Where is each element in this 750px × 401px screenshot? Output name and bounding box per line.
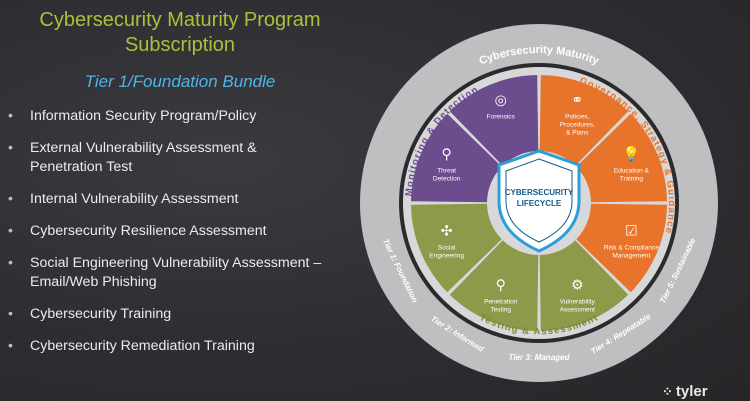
segment-label: Detection: [433, 176, 461, 183]
segment-wedge: [449, 75, 539, 166]
maturity-wheel: ⚭ Policies,Procedures,& Plans 💡 Education &…: [360, 24, 718, 382]
tyler-logo: ⁘ tyler: [662, 383, 708, 400]
bullet-icon: •: [8, 140, 13, 156]
social-network-icon: ✣: [441, 223, 453, 239]
segment-label: Risk & Compliance: [604, 244, 659, 251]
gears-icon: ⚙: [571, 277, 584, 293]
segment-label: Training: [620, 176, 644, 183]
bullet-icon: •: [8, 306, 13, 322]
bullet-icon: •: [8, 108, 13, 124]
list-item: • Cybersecurity Remediation Training: [8, 338, 255, 354]
list-item: • Internal Vulnerability Assessment: [8, 191, 239, 207]
segment-label: & Plans: [566, 130, 589, 137]
wheel-segments: ⚭ Policies,Procedures,& Plans 💡 Education &…: [411, 75, 667, 331]
tyler-mark-icon: ⁘: [662, 384, 673, 399]
magnifier-icon: ⚲: [441, 147, 451, 163]
segment-label: Assessment: [560, 306, 596, 313]
segment-label: Procedures,: [560, 122, 595, 129]
segment-wedge: [539, 75, 629, 166]
bullet-icon: •: [8, 255, 13, 271]
segment-label: Threat: [437, 168, 456, 175]
list-item: • Cybersecurity Resilience Assessment: [8, 223, 267, 239]
segment-label: Testing: [490, 306, 511, 313]
segment-wedge: [411, 113, 502, 203]
list-item: • Information Security Program/Policy: [8, 108, 257, 124]
center-label-2: LIFECYCLE: [517, 199, 562, 208]
segment-wedge: [576, 203, 667, 293]
segment-label: Education &: [614, 168, 650, 175]
segment-wedge: [539, 240, 629, 331]
segment-label: Forensics: [487, 114, 516, 121]
segment-label: Engineering: [429, 252, 464, 259]
bullet-icon: •: [8, 191, 13, 207]
title-line-2: Subscription: [124, 34, 236, 56]
bundle-items-list: • Information Security Program/Policy • Ex…: [8, 107, 358, 356]
list-item: • Social Engineering Vulnerability Assess…: [8, 255, 322, 290]
bullet-icon: •: [8, 338, 13, 354]
lightbulb-icon: 💡: [623, 146, 640, 163]
page-title: Cybersecurity Maturity Program Subscript…: [0, 8, 360, 58]
center-shield: CYBERSECURITY LIFECYCLE: [497, 149, 581, 253]
tier-label: Tier 3: Managed: [509, 353, 571, 362]
usb-icon: ⚲: [496, 277, 506, 293]
list-item: • Cybersecurity Training: [8, 306, 172, 322]
center-label-1: CYBERSECURITY: [505, 188, 574, 197]
fingerprint-icon: ◎: [495, 93, 507, 109]
segment-label: Social: [438, 244, 456, 251]
segment-wedge: [411, 203, 502, 293]
network-icon: ⚭: [571, 93, 583, 109]
segment-label: Vulnerability: [560, 298, 596, 305]
segment-wedge: [449, 240, 539, 331]
title-line-1: Cybersecurity Maturity Program: [39, 9, 321, 31]
bullet-icon: •: [8, 223, 13, 239]
segment-label: Management: [612, 252, 650, 259]
checklist-icon: ☑: [625, 223, 638, 239]
segment-label: Policies,: [565, 114, 589, 121]
list-item: • External Vulnerability Assessment & Pene…: [8, 140, 257, 175]
segment-label: Penetration: [484, 298, 518, 305]
bundle-subtitle: Tier 1/Foundation Bundle: [84, 72, 276, 91]
segment-wedge: [576, 113, 667, 203]
